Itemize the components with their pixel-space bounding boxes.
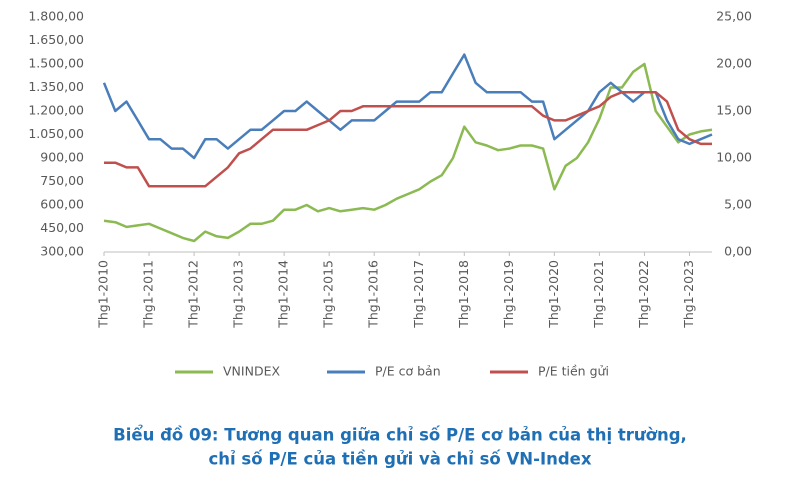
x-tick-label: Thg1-2013 — [231, 260, 246, 329]
x-tick-label: Thg1-2012 — [186, 260, 201, 329]
y-tick-label: 1.350,00 — [28, 79, 84, 94]
legend-label: P/E cơ bản — [375, 364, 441, 379]
series-line — [104, 90, 712, 188]
y-tick-label: 300,00 — [40, 244, 84, 259]
x-tick-label: Thg1-2022 — [636, 260, 651, 329]
y2-tick-label: 15,00 — [716, 103, 752, 118]
x-tick-label: Thg1-2010 — [96, 260, 111, 329]
legend-label: P/E tiền gửi — [538, 364, 609, 379]
x-tick-label: Thg1-2019 — [501, 260, 516, 329]
y2-tick-label: 25,00 — [716, 9, 752, 24]
chart-title: chỉ số P/E của tiền gửi và chỉ số VN-Ind… — [209, 450, 592, 469]
y-tick-label: 1.050,00 — [28, 126, 84, 141]
series-line — [102, 53, 713, 160]
y-tick-label: 1.200,00 — [28, 103, 84, 118]
y2-tick-label: 0,00 — [724, 244, 752, 259]
series-line — [103, 62, 713, 243]
y2-tick-label: 5,00 — [724, 197, 752, 212]
x-tick-label: Thg1-2017 — [411, 260, 426, 329]
y2-tick-label: 10,00 — [716, 150, 752, 165]
y2-tick-label: 20,00 — [716, 56, 752, 71]
x-tick-label: Thg1-2020 — [546, 260, 561, 329]
x-tick-label: Thg1-2023 — [681, 260, 696, 329]
x-tick-label: Thg1-2021 — [591, 260, 606, 329]
y-tick-label: 1.650,00 — [28, 32, 84, 47]
chart-title: Biểu đồ 09: Tương quan giữa chỉ số P/E c… — [113, 426, 687, 445]
x-tick-label: Thg1-2018 — [456, 260, 471, 329]
x-tick-label: Thg1-2011 — [141, 260, 156, 329]
y-tick-label: 600,00 — [40, 197, 84, 212]
y-tick-label: 750,00 — [40, 173, 84, 188]
x-tick-label: Thg1-2014 — [276, 260, 291, 329]
y-tick-label: 900,00 — [40, 150, 84, 165]
y-tick-label: 1.500,00 — [28, 56, 84, 71]
y-tick-label: 1.800,00 — [28, 9, 84, 24]
legend-label: VNINDEX — [223, 364, 280, 379]
y-tick-label: 450,00 — [40, 220, 84, 235]
x-tick-label: Thg1-2015 — [321, 260, 336, 329]
x-tick-label: Thg1-2016 — [366, 260, 381, 329]
